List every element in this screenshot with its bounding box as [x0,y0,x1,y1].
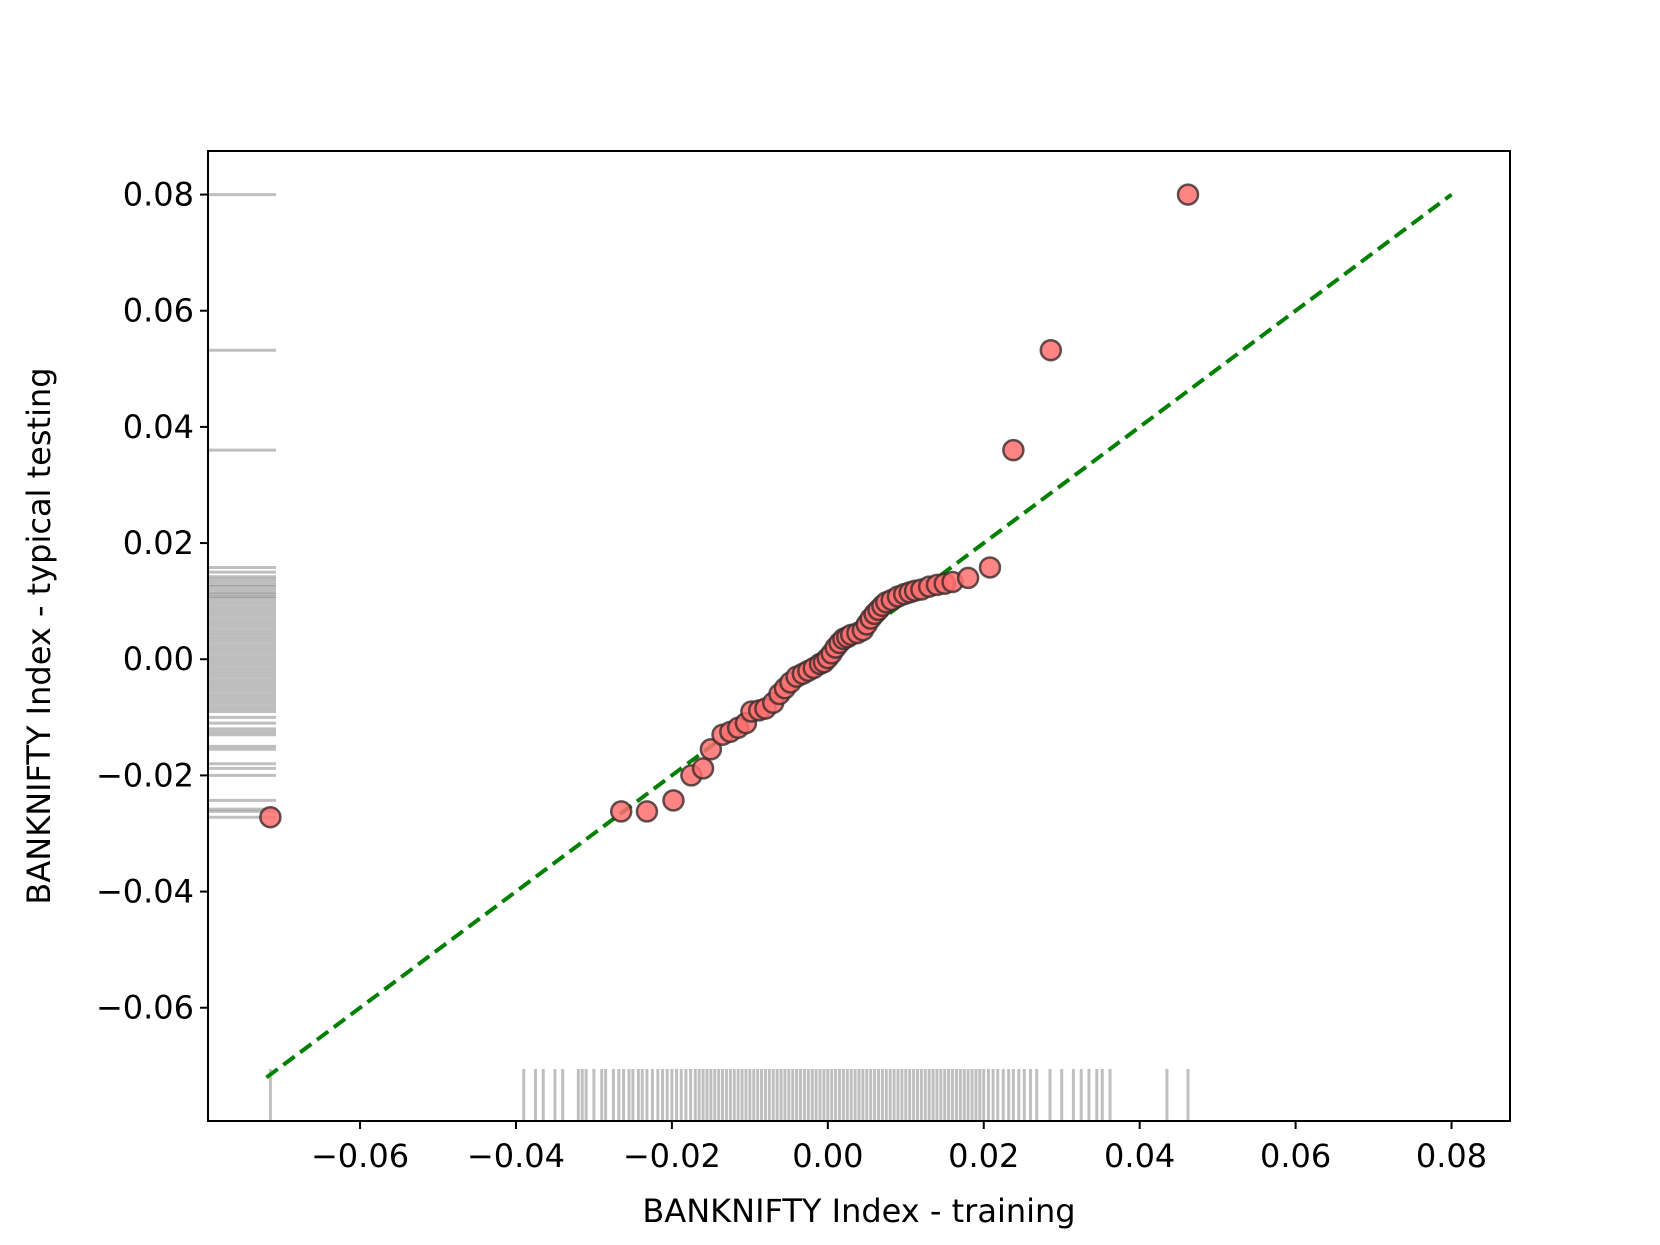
y-axis-label: BANKNIFTY Index - typical testing [20,367,58,904]
x-axis-label: BANKNIFTY Index - training [642,1192,1075,1230]
y-tick-label: 0.08 [123,176,194,214]
x-tick-label: 0.04 [1104,1137,1175,1175]
y-tick-label: −0.06 [96,989,194,1027]
data-point [635,800,659,823]
x-tick-label: −0.04 [467,1137,565,1175]
x-tick-label: 0.00 [792,1137,863,1175]
points-layer [259,183,1200,829]
y-tick-label: 0.04 [123,408,194,446]
data-point [1002,438,1025,462]
x-tick-label: 0.06 [1260,1137,1331,1175]
data-point [662,789,685,812]
data-point [699,738,723,761]
data-point [956,566,980,590]
y-axis: −0.06 −0.04 −0.02 0.00 0.02 0.04 0.06 0.08 [96,176,208,1027]
data-point [259,805,282,829]
y-tick-label: 0.02 [123,524,194,562]
data-point [1176,183,1200,206]
data-point [691,757,715,780]
plot-frame [207,150,1511,1122]
x-tick-label: 0.02 [948,1137,1019,1175]
data-point [609,800,633,823]
data-point [978,556,1002,579]
y-tick-label: −0.04 [96,873,194,911]
data-point [1039,338,1063,362]
x-tick-label: −0.02 [623,1137,721,1175]
x-axis: −0.06 −0.04 −0.02 0.00 0.02 0.04 0.06 0.08 [311,1121,1487,1175]
y-tick-label: 0.00 [123,640,194,678]
y-tick-label: 0.06 [123,292,194,330]
x-rug [268,1069,1190,1121]
y-tick-label: −0.02 [96,756,194,794]
x-tick-label: 0.08 [1416,1137,1487,1175]
y-rug [208,193,276,819]
x-tick-label: −0.06 [311,1137,409,1175]
